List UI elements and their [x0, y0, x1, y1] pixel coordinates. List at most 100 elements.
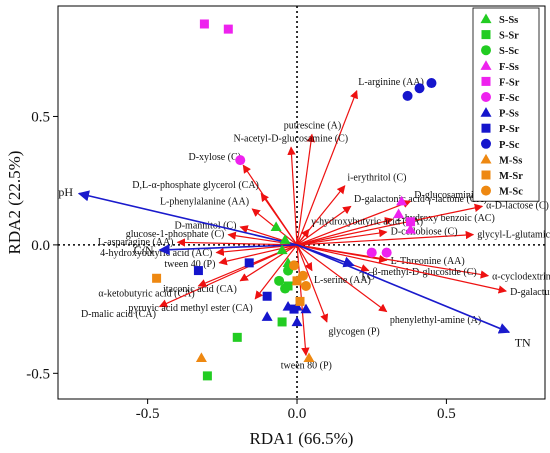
vector-arrow-cyclodextrin-p: [296, 244, 490, 279]
env-label-tn: TN: [515, 335, 531, 349]
vector-label-hydroxybutyric-acid-ca: γ-hydroxybutyric acid (CA): [310, 216, 423, 227]
point-f-sr-1: [199, 19, 209, 29]
legend-marker-s-sr: [481, 30, 491, 40]
vector-label-l-phenylalanine-aa: L-phenylalanine (AA): [160, 196, 249, 207]
point-f-sc-2: [381, 247, 392, 258]
point-s-sr-1: [202, 371, 212, 381]
vector-label-d-lactose-c: α-D-lactose (C): [486, 201, 549, 212]
legend-marker-f-sc: [481, 92, 491, 102]
point-p-ss-4: [261, 311, 273, 321]
point-p-sc-1: [402, 90, 413, 101]
legend-box: [472, 7, 540, 202]
y-axis-title: RDA2 (22.5%): [5, 151, 24, 255]
point-f-ss-3: [405, 223, 417, 234]
point-m-sr-2: [292, 276, 302, 286]
legend-label-s-ss: S-Ss: [499, 15, 518, 26]
vector-label-d-galactonic-acid-lactone-ca: D-galactonic acid γ-lactone (CA): [354, 194, 487, 205]
env-arrow-ph: [77, 190, 298, 246]
vector-arrow-glycogen-p: [296, 244, 329, 323]
legend-marker-m-sc: [481, 185, 491, 196]
vector-label-l-arginine-aa: L-arginine (AA): [358, 77, 424, 88]
point-m-sc-2: [297, 270, 308, 281]
vector-label-d-l-phosphate-glycerol-ca: D,L-α-phosphate glycerol (CA): [132, 180, 259, 191]
vector-label-glycogen-p: glycogen (P): [328, 327, 379, 338]
env-label-c-n: C/N: [134, 243, 154, 257]
y-tick-label: 0.5: [31, 109, 50, 125]
vector-arrow-d-galactonic-acid-lactone-ca: [296, 205, 352, 246]
legend-label-m-sr: M-Sr: [499, 171, 523, 182]
legend-label-s-sr: S-Sr: [499, 31, 519, 42]
env-arrow-c-n: [158, 244, 298, 256]
vector-arrow-glycyl-l-glutamic-acid-aa: [296, 230, 475, 246]
vector-arrow-d-galacturonic-acid-ca: [296, 244, 507, 294]
vector-label-d-mannitol-c: D-mannitol (C): [175, 221, 237, 232]
point-p-sr-1: [193, 266, 203, 276]
vector-arrow-2-hydroxy-benzoic-ac: [296, 217, 394, 246]
legend-label-p-ss: P-Ss: [499, 109, 519, 120]
vector-label-d-cellobiose-c: D-cellobiose (C): [391, 226, 458, 237]
vector-arrow-putrescine-a: [296, 133, 316, 245]
plot-frame: [57, 5, 546, 400]
vector-arrow-n-acetyl-d-glucosamine-c: [287, 146, 298, 245]
vector-arrow-phenylethyl-amine-a: [296, 244, 388, 313]
vector-label-putrescine-a: putrescine (A): [284, 120, 341, 131]
point-f-sr-3: [406, 217, 416, 227]
point-f-ss-1: [396, 195, 408, 206]
vector-arrow-l-arginine-aa: [296, 89, 358, 246]
point-f-ss-2: [393, 208, 405, 219]
point-s-sc-1: [280, 283, 291, 294]
point-m-sr-3: [295, 296, 305, 306]
point-s-sr-3: [277, 317, 287, 327]
vector-label-pyruvic-acid-methyl-ester-ca: pyruvic acid methyl ester (CA): [128, 303, 252, 314]
point-s-sc-3: [274, 275, 285, 286]
legend-marker-s-ss: [480, 13, 492, 24]
legend-label-p-sr: P-Sr: [499, 124, 520, 135]
x-tick-label: -0.5: [136, 406, 160, 422]
vector-arrow-d-cellobiose-c: [296, 228, 388, 246]
x-tick-label: 0.5: [437, 406, 456, 422]
vector-label-d-xylose-c: D-xylose (C): [189, 152, 242, 163]
point-m-sc-3: [300, 280, 311, 291]
point-m-sr-1: [152, 273, 162, 283]
env-arrow-tn: [296, 244, 511, 334]
env-label-ph: pH: [58, 185, 73, 199]
vector-arrow-d-l-phosphate-glycerol-ca: [260, 192, 298, 246]
vector-label-tween-80-p: tween 80 (P): [281, 360, 332, 371]
vector-label-methyl-d-glucoside-c: β-methyl-D-glucoside (C): [372, 267, 476, 278]
point-s-ss-1: [270, 221, 282, 232]
vector-label-4-hydroxybutyric-acid-ac: 4-hydroxybutyric acid (AC): [100, 248, 212, 259]
legend-marker-f-ss: [480, 60, 492, 70]
vector-label-glucose-1-phosphate-c: glucose-1-phosphate (C): [126, 229, 225, 240]
point-p-ss-5: [291, 316, 303, 327]
x-tick-label: 0.0: [288, 406, 307, 422]
point-f-sc-1: [235, 155, 246, 166]
legend-marker-p-ss: [480, 107, 492, 117]
legend: S-Ss S-Sr S-Sc F-Ss F-Sr F-Sc P-Ss P-Sr P-Sc M-Ss…: [472, 7, 540, 202]
legend-marker-m-ss: [480, 153, 492, 164]
vector-label-d-glucosaminic-acid-ca: D-glucosaminic acid (CA): [414, 190, 520, 201]
point-s-ss-4: [276, 244, 288, 255]
vector-label-glycyl-l-glutamic-acid-aa: glycyl-L-glutamic acid (AA): [477, 229, 550, 240]
legend-label-m-ss: M-Ss: [499, 155, 522, 166]
vector-arrow-tween-40-p: [218, 244, 298, 266]
vector-label-tween-40-p: tween 40 (P): [164, 259, 215, 270]
legend-label-p-sc: P-Sc: [499, 140, 520, 151]
vector-arrow-hydroxybutyric-acid-ca: [296, 228, 310, 246]
point-f-sc-3: [366, 247, 377, 258]
point-p-sr-4: [289, 304, 299, 314]
point-m-ss-1: [195, 352, 207, 363]
legend-marker-f-sr: [481, 76, 491, 86]
point-p-sc-2: [414, 83, 425, 94]
point-p-sr-2: [244, 258, 254, 268]
legend-label-f-sc: F-Sc: [499, 93, 520, 104]
point-f-sr-2: [223, 24, 233, 34]
vector-label-2-hydroxy-benzoic-ac: 2-hydroxy benzoic (AC): [396, 213, 494, 224]
legend-marker-s-sc: [481, 45, 491, 56]
vector-label-l-serine-aa: L-serine (AA): [314, 275, 371, 286]
vector-arrow-d-glucosaminic-acid-ca: [296, 200, 412, 246]
vector-arrow-itaconic-acid-ca: [239, 244, 298, 282]
point-m-ss-2: [303, 352, 315, 363]
vector-label-phenylethyl-amine-a: phenylethyl-amine (A): [390, 315, 481, 326]
point-p-sc-3: [426, 78, 437, 89]
